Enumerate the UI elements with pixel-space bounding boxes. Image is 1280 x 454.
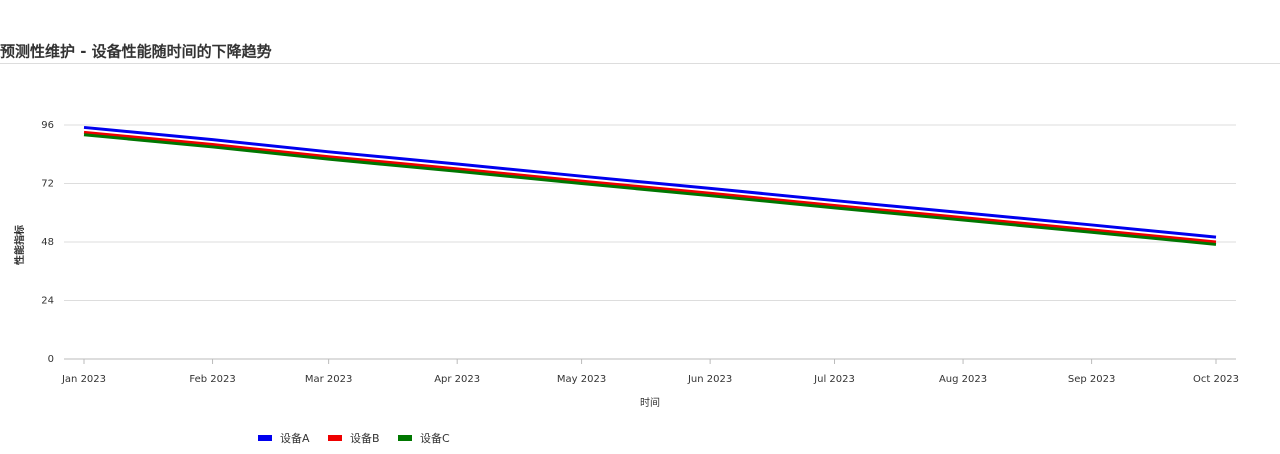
chart-title: 预测性维护 - 设备性能随时间的下降趋势 — [0, 43, 272, 61]
legend-label: 设备A — [280, 431, 310, 445]
series-line — [83, 125, 1217, 239]
x-tick-label: Jan 2023 — [61, 374, 106, 385]
x-tick-label: Aug 2023 — [939, 374, 987, 385]
x-axis-label: 时间 — [640, 396, 660, 409]
y-tick-label: 0 — [48, 354, 54, 365]
legend-swatch — [328, 435, 342, 441]
y-tick-label: 96 — [41, 120, 54, 131]
y-tick-label: 24 — [41, 296, 54, 307]
x-tick-label: May 2023 — [557, 374, 606, 385]
y-axis-label: 性能指标 — [13, 225, 26, 266]
legend-swatch — [258, 435, 272, 441]
y-tick-label: 48 — [41, 237, 54, 248]
series-line — [83, 133, 1217, 246]
x-tick-label: Jun 2023 — [687, 374, 732, 385]
legend-label: 设备B — [350, 431, 380, 445]
y-tick-label: 72 — [41, 179, 54, 190]
legend-swatch — [398, 435, 412, 441]
x-tick-label: Jul 2023 — [813, 374, 855, 385]
x-tick-label: Sep 2023 — [1068, 374, 1115, 385]
series-line — [83, 130, 1217, 244]
x-tick-label: Mar 2023 — [305, 374, 353, 385]
x-tick-label: Apr 2023 — [434, 374, 480, 385]
x-tick-label: Oct 2023 — [1193, 374, 1239, 385]
legend-label: 设备C — [420, 431, 450, 445]
x-tick-label: Feb 2023 — [189, 374, 235, 385]
